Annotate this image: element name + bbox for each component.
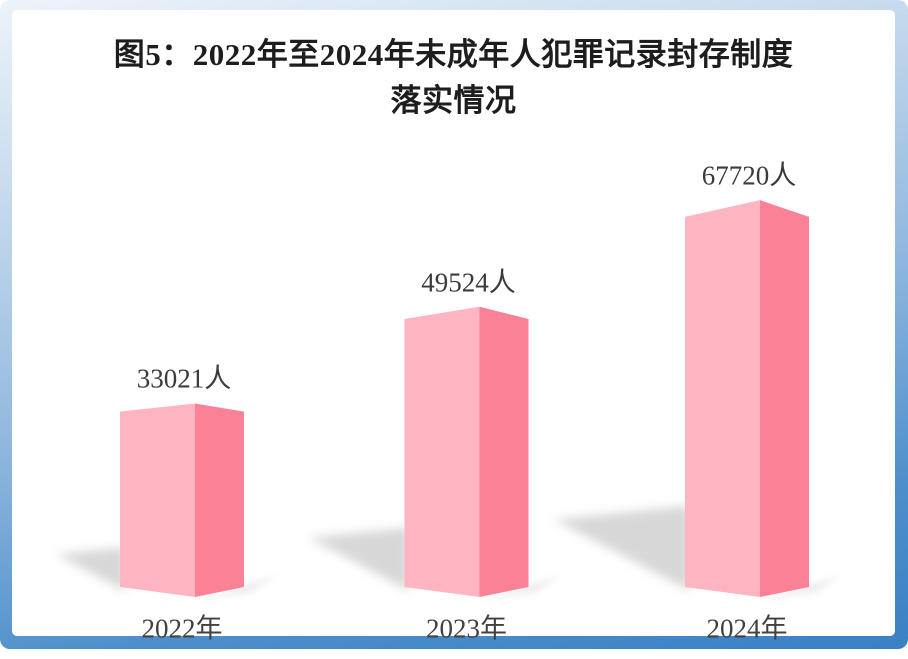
bar-side-2022	[195, 403, 244, 597]
bar-front-2024	[685, 200, 760, 597]
value-label-2024: 67720人	[701, 160, 797, 191]
bar-chart-canvas	[56, 200, 841, 600]
value-label-2022: 33021人	[136, 363, 232, 394]
chart-title: 图5：2022年至2024年未成年人犯罪记录封存制度 落实情况	[12, 32, 895, 124]
axis-label-2023: 2023年	[426, 613, 507, 644]
axis-label-2022: 2022年	[141, 613, 223, 644]
bar-side-2024	[760, 200, 809, 597]
chart-panel: 图5：2022年至2024年未成年人犯罪记录封存制度 落实情况 33021人 4…	[12, 10, 895, 644]
value-label-2023: 49524人	[421, 267, 516, 298]
floor-shadow-2023	[308, 527, 410, 591]
chart-title-line1: 图5：2022年至2024年未成年人犯罪记录封存制度	[113, 37, 794, 72]
bar-side-2023	[479, 306, 529, 597]
bar-front-2022	[120, 403, 195, 597]
axis-label-2024: 2024年	[706, 613, 788, 644]
floor-shadow-2022	[56, 547, 125, 591]
chart-title-line2: 落实情况	[390, 83, 517, 118]
bar-front-2023	[404, 306, 480, 597]
floor-shadow-2024	[554, 505, 690, 591]
